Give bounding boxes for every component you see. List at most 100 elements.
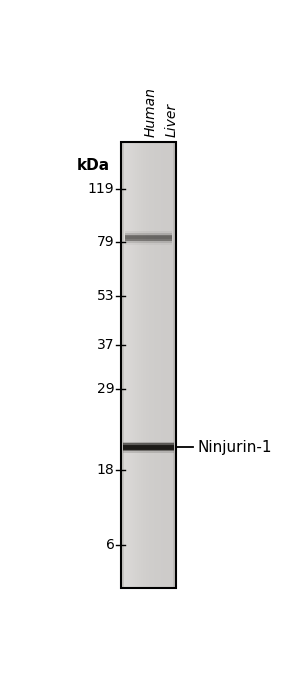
Bar xyxy=(137,142,138,588)
Bar xyxy=(151,142,152,588)
Bar xyxy=(161,142,162,588)
Bar xyxy=(148,142,149,588)
Bar xyxy=(128,142,129,588)
Bar xyxy=(175,142,176,588)
Bar xyxy=(170,142,171,588)
Bar xyxy=(147,142,148,588)
Bar xyxy=(153,142,154,588)
Bar xyxy=(153,142,154,588)
Bar xyxy=(121,142,122,588)
Bar xyxy=(168,142,169,588)
Bar xyxy=(123,442,174,447)
Bar xyxy=(123,142,124,588)
Bar xyxy=(133,142,134,588)
Bar xyxy=(146,142,147,588)
Bar xyxy=(121,142,176,588)
Bar xyxy=(162,142,163,588)
Bar xyxy=(166,142,167,588)
Bar xyxy=(167,142,168,588)
Bar xyxy=(159,142,160,588)
Bar xyxy=(144,142,145,588)
Bar xyxy=(145,142,146,588)
Bar xyxy=(135,142,136,588)
Bar xyxy=(149,142,150,588)
Bar xyxy=(152,142,153,588)
Bar xyxy=(123,447,174,453)
Bar xyxy=(174,142,175,588)
Bar xyxy=(161,142,162,588)
Bar xyxy=(136,142,137,588)
Bar xyxy=(158,142,159,588)
Bar xyxy=(143,142,144,588)
Bar xyxy=(133,142,134,588)
Bar xyxy=(173,142,174,588)
Bar xyxy=(168,142,169,588)
Bar xyxy=(132,142,133,588)
Bar xyxy=(125,142,126,588)
Bar xyxy=(159,142,160,588)
Bar xyxy=(125,234,172,241)
Text: kDa: kDa xyxy=(77,158,110,173)
Bar xyxy=(143,142,144,588)
Bar xyxy=(155,142,156,588)
Bar xyxy=(167,142,168,588)
Bar xyxy=(137,142,138,588)
Bar xyxy=(160,142,161,588)
Bar xyxy=(129,142,130,588)
Bar xyxy=(170,142,171,588)
Bar xyxy=(121,142,122,588)
Bar xyxy=(124,142,125,588)
Bar xyxy=(154,142,155,588)
Bar xyxy=(125,142,126,588)
Text: Ninjurin-1: Ninjurin-1 xyxy=(197,440,272,455)
Bar xyxy=(141,142,142,588)
Bar xyxy=(167,142,168,588)
Bar xyxy=(140,142,141,588)
Bar xyxy=(145,142,146,588)
Bar xyxy=(133,142,134,588)
Bar xyxy=(151,142,152,588)
Bar xyxy=(163,142,164,588)
Bar xyxy=(148,142,149,588)
Bar xyxy=(125,142,126,588)
Bar xyxy=(131,142,132,588)
Bar xyxy=(130,142,131,588)
Text: 6: 6 xyxy=(106,539,115,552)
Bar xyxy=(123,142,124,588)
Bar xyxy=(171,142,172,588)
Bar xyxy=(131,142,132,588)
Bar xyxy=(156,142,157,588)
Text: 18: 18 xyxy=(97,462,115,477)
Bar xyxy=(164,142,165,588)
Bar xyxy=(172,142,173,588)
Bar xyxy=(127,142,128,588)
Bar xyxy=(125,233,172,240)
Bar xyxy=(139,142,140,588)
Bar xyxy=(142,142,143,588)
Bar xyxy=(160,142,161,588)
Bar xyxy=(162,142,163,588)
Text: Human: Human xyxy=(144,87,158,137)
Bar xyxy=(150,142,151,588)
Bar xyxy=(165,142,166,588)
Bar xyxy=(141,142,142,588)
Bar xyxy=(123,443,174,449)
Bar xyxy=(123,142,124,588)
Text: 37: 37 xyxy=(97,338,115,352)
Bar xyxy=(134,142,135,588)
Bar xyxy=(139,142,140,588)
Text: Liver: Liver xyxy=(165,103,179,137)
Bar xyxy=(129,142,130,588)
Bar xyxy=(122,142,123,588)
Bar xyxy=(147,142,148,588)
Bar xyxy=(173,142,174,588)
Bar xyxy=(163,142,164,588)
Bar xyxy=(152,142,153,588)
Bar xyxy=(125,231,172,238)
Bar xyxy=(169,142,170,588)
Bar xyxy=(173,142,176,588)
Bar xyxy=(125,238,172,244)
Bar xyxy=(132,142,133,588)
Bar xyxy=(174,142,175,588)
Bar xyxy=(158,142,159,588)
